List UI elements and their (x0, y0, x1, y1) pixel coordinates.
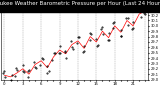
Title: Milwaukee Weather Barometric Pressure per Hour (Last 24 Hours): Milwaukee Weather Barometric Pressure pe… (0, 1, 160, 6)
